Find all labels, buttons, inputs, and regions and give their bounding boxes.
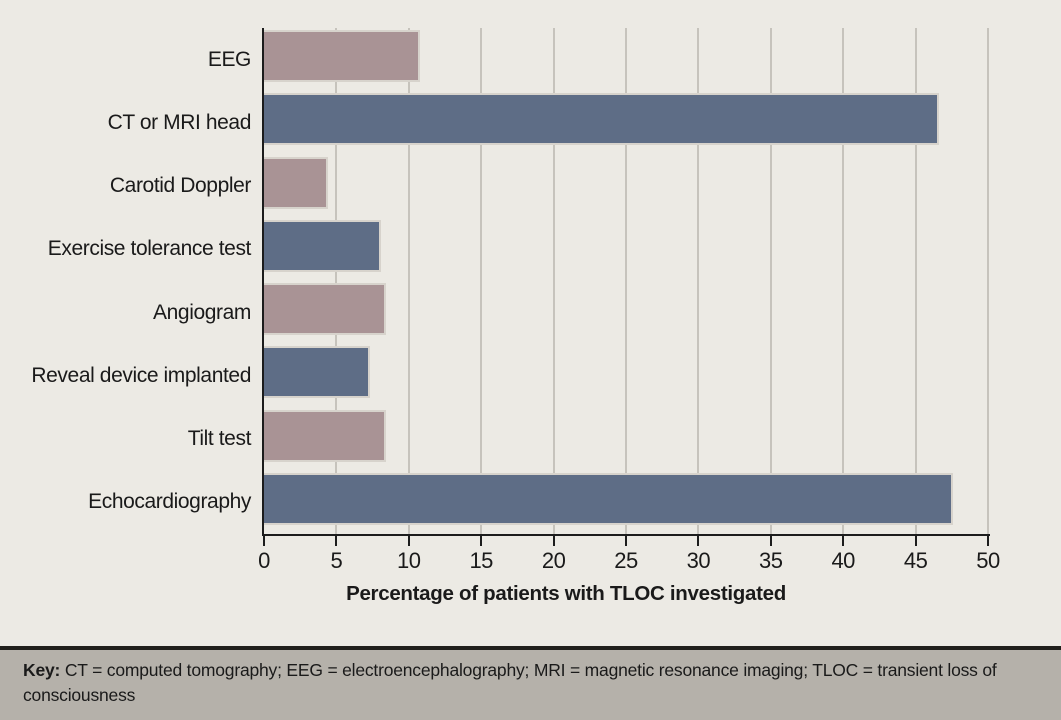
gridline-5 (335, 28, 338, 534)
category-label-echocardiography: Echocardiography (88, 490, 251, 514)
x-tick-label-20: 20 (541, 548, 566, 573)
x-tick-label-35: 35 (759, 548, 783, 573)
x-tick-label-45: 45 (903, 548, 928, 573)
x-tick-label-15: 15 (469, 548, 493, 573)
bar-ct-or-mri-head (264, 93, 939, 146)
key-label: Key: (23, 660, 61, 680)
x-tick-label-30: 30 (686, 548, 711, 573)
bar-carotid-doppler (264, 156, 328, 209)
category-label-carotid-doppler: Carotid Doppler (109, 174, 251, 198)
x-axis-line (262, 534, 990, 536)
x-tick-label-40: 40 (831, 548, 855, 573)
x-axis-title: Percentage of patients with TLOC investi… (346, 582, 786, 605)
x-axis-tick-35 (769, 536, 772, 546)
plot-area (262, 28, 990, 546)
gridline-45 (914, 28, 917, 534)
bar-echocardiography (264, 472, 954, 525)
x-tick-label-0: 0 (258, 548, 270, 573)
x-axis-tick-50 (987, 536, 989, 546)
category-label-ct-or-mri-head: CT or MRI head (107, 110, 252, 134)
bar-exercise-tolerance-test (264, 219, 382, 272)
gridline-20 (552, 28, 555, 534)
x-axis-tick-30 (697, 536, 700, 546)
y-axis-line (262, 28, 264, 536)
gridline-25 (625, 28, 627, 534)
x-axis-tick-40 (842, 536, 845, 546)
category-label-exercise-tolerance-test: Exercise tolerance test (47, 237, 252, 261)
bar-eeg (264, 30, 421, 82)
bar-tilt-test (264, 409, 386, 462)
gridline-30 (697, 28, 700, 534)
gridline-40 (842, 28, 845, 534)
x-axis-tick-10 (407, 536, 410, 546)
x-axis-tick-25 (625, 536, 627, 546)
x-axis-tick-15 (480, 536, 483, 546)
x-axis-tick-labels: 0 5 10 15 20 25 30 35 40 45 50 (258, 548, 1000, 574)
category-label-tilt-test: Tilt test (187, 427, 252, 451)
category-axis: EEG CT or MRI head Carotid Doppler Exercise… (0, 28, 251, 534)
x-axis-tick-20 (552, 536, 555, 546)
key-text: CT = computed tomography; EEG = electroe… (23, 660, 997, 705)
key-panel: Key: CT = computed tomography; EEG = ele… (0, 646, 1061, 720)
gridline-35 (769, 28, 772, 534)
gridline-10 (407, 28, 410, 534)
category-label-reveal-device-implanted: Reveal device implanted (31, 363, 251, 387)
gridline-50 (987, 28, 989, 534)
bar-angiogram (264, 283, 386, 335)
x-axis-tick-5 (335, 536, 338, 546)
x-tick-label-10: 10 (397, 548, 421, 573)
x-axis-tick-0 (263, 536, 265, 546)
x-axis-tick-45 (914, 536, 917, 546)
x-tick-label-25: 25 (614, 548, 638, 573)
x-tick-label-5: 5 (330, 548, 343, 573)
category-label-angiogram: Angiogram (153, 300, 251, 324)
category-label-eeg: EEG (207, 47, 252, 71)
gridline-15 (480, 28, 483, 534)
x-tick-label-50: 50 (976, 548, 1000, 573)
bar-reveal-device-implanted (264, 346, 370, 399)
